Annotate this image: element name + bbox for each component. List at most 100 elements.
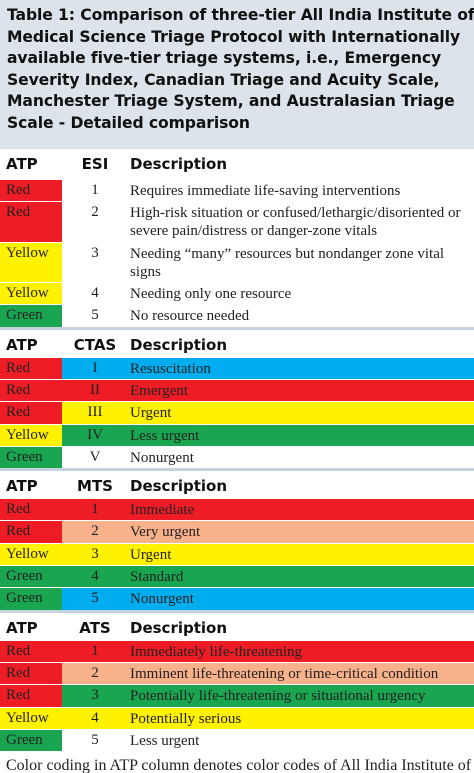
description-cell: Nonurgent — [128, 446, 474, 469]
caption-line: Medical Science Triage Protocol with Int… — [7, 27, 461, 46]
level-cell: 2 — [62, 202, 128, 242]
description-cell: Potentially serious — [128, 707, 474, 729]
table-row: Green 5 Less urgent — [0, 728, 474, 752]
atp-cell: Red — [0, 640, 62, 662]
description-cell: No resource needed — [128, 305, 474, 327]
table-row: Yellow 3 Urgent — [0, 542, 474, 566]
atp-cell: Red — [0, 402, 62, 424]
table-row: Green V Nonurgent — [0, 445, 474, 469]
atp-cell: Red — [0, 379, 62, 402]
level-cell: 4 — [62, 566, 128, 588]
description-cell: Potentially life-threatening or situatio… — [128, 685, 474, 707]
table-row: Green 5 Nonurgent — [0, 587, 474, 610]
description-cell: Immediate — [128, 499, 474, 521]
comparison-table: ATP ESI Description Red 1 Requires immed… — [0, 149, 474, 752]
description-cell: Needing “many” resources but nondanger z… — [128, 242, 474, 283]
description-cell: Imminent life-threatening or time-critic… — [128, 662, 474, 685]
level-cell: 5 — [62, 305, 128, 327]
atp-cell: Green — [0, 729, 62, 752]
level-cell: 2 — [62, 521, 128, 543]
description-cell: Urgent — [128, 543, 474, 566]
description-cell: Requires immediate life-saving intervent… — [128, 180, 474, 202]
level-cell: 1 — [62, 180, 128, 202]
description-cell: Standard — [128, 566, 474, 588]
section-header-mts: ATP MTS Description — [0, 468, 474, 499]
description-cell: Needing only one resource — [128, 283, 474, 305]
caption-line: Manchester Triage System, and Australasi… — [7, 92, 455, 111]
table-row: Red 1 Immediately life-threatening — [0, 639, 474, 662]
header-atp: ATP — [6, 155, 38, 173]
table-row: Red 2 High-risk situation or confused/le… — [0, 201, 474, 242]
table-row: Green 4 Standard — [0, 565, 474, 588]
section-header-ats: ATP ATS Description — [0, 609, 474, 640]
table-row: Green 5 No resource needed — [0, 304, 474, 327]
atp-cell: Yellow — [0, 543, 62, 566]
atp-cell: Yellow — [0, 424, 62, 446]
atp-cell: Green — [0, 588, 62, 610]
table-footnote: Color coding in ATP column denotes color… — [6, 757, 472, 773]
level-cell: 5 — [62, 588, 128, 610]
atp-cell: Green — [0, 446, 62, 469]
table-row: Red II Emergent — [0, 378, 474, 402]
atp-cell: Red — [0, 499, 62, 521]
caption-line: Severity Index, Canadian Triage and Acui… — [7, 70, 440, 89]
atp-cell: Red — [0, 357, 62, 379]
level-cell: IV — [62, 424, 128, 446]
level-cell: 3 — [62, 242, 128, 283]
table-row: Red 2 Imminent life-threatening or time-… — [0, 661, 474, 685]
header-description: Description — [130, 155, 228, 173]
atp-cell: Red — [0, 685, 62, 707]
description-cell: Very urgent — [128, 521, 474, 543]
table-row: Yellow 4 Potentially serious — [0, 706, 474, 729]
table-row: Yellow 4 Needing only one resource — [0, 282, 474, 305]
atp-cell: Yellow — [0, 283, 62, 305]
table-row: Red III Urgent — [0, 401, 474, 424]
section-header-ctas: ATP CTAS Description — [0, 326, 474, 357]
level-cell: 3 — [62, 543, 128, 566]
table-row: Red 3 Potentially life-threatening or si… — [0, 684, 474, 707]
header-atp: ATP — [6, 618, 38, 637]
level-cell: 4 — [62, 283, 128, 305]
table-row: Red 1 Immediate — [0, 498, 474, 521]
caption-line: Scale - Detailed comparison — [7, 113, 250, 132]
header-system: MTS — [77, 477, 113, 496]
atp-cell: Yellow — [0, 707, 62, 729]
atp-cell: Yellow — [0, 242, 62, 283]
table-caption: Table 1: Comparison of three-tier All In… — [0, 0, 474, 149]
description-cell: Resuscitation — [128, 357, 474, 379]
description-cell: Immediately life-threatening — [128, 640, 474, 662]
level-cell: 2 — [62, 662, 128, 685]
caption-line: Table 1: Comparison of three-tier All In… — [7, 6, 474, 24]
description-cell: Less urgent — [128, 729, 474, 752]
table-row: Yellow 3 Needing “many” resources but no… — [0, 241, 474, 283]
description-cell: Emergent — [128, 379, 474, 402]
atp-cell: Red — [0, 662, 62, 685]
description-cell: High-risk situation or confused/lethargi… — [128, 202, 474, 242]
level-cell: 1 — [62, 640, 128, 662]
description-cell: Nonurgent — [128, 588, 474, 610]
atp-cell: Red — [0, 180, 62, 202]
atp-cell: Red — [0, 202, 62, 242]
level-cell: II — [62, 379, 128, 402]
table-row: Red 1 Requires immediate life-saving int… — [0, 179, 474, 202]
table-row: Red I Resuscitation — [0, 356, 474, 379]
header-system: ATS — [79, 618, 111, 637]
header-description: Description — [130, 335, 228, 354]
level-cell: 5 — [62, 729, 128, 752]
section-header-esi: ATP ESI Description — [0, 149, 474, 179]
level-cell: 4 — [62, 707, 128, 729]
header-atp: ATP — [6, 477, 38, 496]
table-row: Red 2 Very urgent — [0, 520, 474, 543]
header-atp: ATP — [6, 335, 38, 354]
atp-cell: Red — [0, 521, 62, 543]
level-cell: 1 — [62, 499, 128, 521]
level-cell: I — [62, 357, 128, 379]
level-cell: 3 — [62, 685, 128, 707]
header-description: Description — [130, 618, 228, 637]
header-system: CTAS — [73, 335, 117, 354]
atp-cell: Green — [0, 305, 62, 327]
header-description: Description — [130, 477, 228, 496]
description-cell: Less urgent — [128, 424, 474, 446]
header-system: ESI — [81, 155, 109, 173]
